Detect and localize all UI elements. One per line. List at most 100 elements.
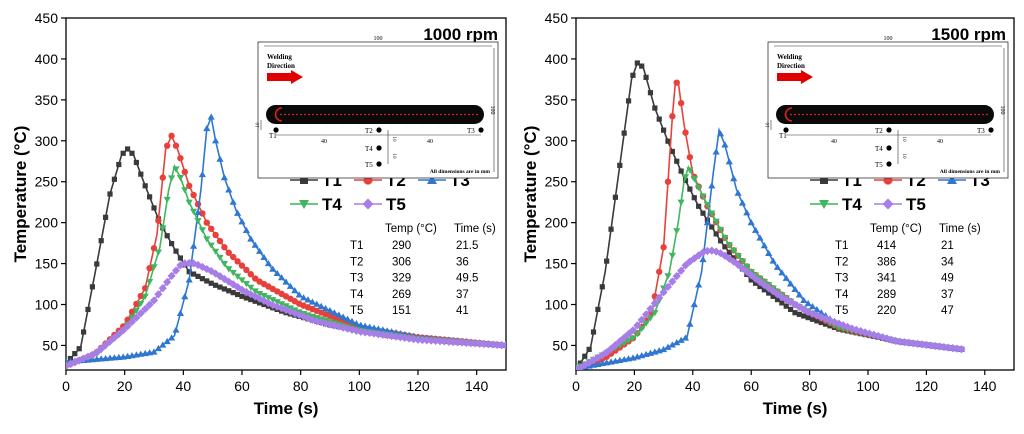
data-point-t1 [72, 351, 78, 357]
data-point-t5 [896, 337, 905, 346]
data-point-t3 [326, 307, 334, 314]
table-header-time: Time (s) [939, 223, 981, 235]
data-point-t1 [103, 214, 109, 220]
data-point-t5 [865, 329, 874, 338]
data-point-t3 [229, 198, 237, 205]
data-point-t4 [681, 174, 690, 181]
data-point-t2 [673, 79, 680, 86]
data-point-t1 [164, 233, 170, 239]
data-point-t4 [664, 273, 672, 280]
y-tick-label: 200 [35, 215, 59, 231]
data-point-t5 [646, 304, 655, 313]
data-point-t4 [712, 218, 720, 225]
data-point-t5 [127, 317, 137, 327]
data-point-t1 [235, 291, 241, 298]
data-point-t5 [378, 330, 387, 339]
data-point-t1 [120, 150, 126, 156]
dimension-length: 100 [884, 36, 893, 42]
data-point-t4 [651, 310, 659, 317]
table-row-time: 49 [941, 273, 954, 285]
data-point-t1 [582, 353, 588, 359]
data-point-t1 [177, 255, 183, 261]
plot-frame [65, 17, 507, 371]
data-point-t4 [730, 247, 738, 254]
y-tick-label: 150 [35, 256, 59, 272]
data-point-t4 [225, 266, 233, 273]
direction-label-2: Direction [267, 62, 295, 70]
data-point-t5 [917, 340, 927, 349]
data-point-t5 [237, 285, 247, 294]
data-point-t5 [132, 313, 141, 322]
data-point-t1 [656, 116, 662, 122]
data-point-t3 [260, 253, 268, 261]
data-point-t1 [608, 226, 614, 232]
data-point-t3 [291, 286, 299, 294]
data-point-t5 [501, 341, 506, 350]
data-point-t1 [85, 306, 91, 313]
data-point-t2 [238, 262, 246, 269]
data-point-t1 [696, 203, 702, 209]
data-point-t5 [453, 338, 462, 347]
data-point-t3 [335, 311, 343, 318]
data-point-t3 [708, 182, 716, 189]
data-point-t1 [243, 295, 249, 301]
data-point-t3 [300, 294, 308, 301]
data-point-t2 [164, 142, 171, 149]
dimension-note: All dimensions are in mm [430, 169, 491, 175]
series-group [66, 113, 506, 370]
data-point-t4 [137, 300, 145, 307]
legend-label-t5: T5 [906, 195, 926, 214]
data-point-t5 [790, 300, 800, 309]
x-tick-label: 60 [743, 378, 759, 394]
legend-marker-t4 [299, 200, 309, 209]
data-point-t5 [637, 315, 646, 324]
data-point-t1 [169, 241, 175, 247]
data-point-t1 [625, 98, 632, 104]
table-row-label: T4 [350, 289, 364, 301]
data-point-t5 [843, 322, 852, 331]
data-point-t3 [730, 175, 738, 182]
data-point-t4 [624, 337, 633, 345]
data-point-t3 [163, 337, 171, 345]
data-point-t5 [110, 333, 119, 342]
thermocouple-label-t4: T4 [365, 145, 373, 153]
data-point-t3 [304, 296, 312, 303]
data-point-t1 [213, 282, 219, 288]
data-point-t5 [690, 254, 699, 263]
data-point-t1 [691, 195, 697, 201]
data-point-t5 [431, 336, 440, 345]
data-point-t5 [176, 261, 185, 270]
data-point-t1 [661, 127, 667, 133]
data-point-t4 [677, 199, 685, 206]
data-point-t5 [145, 300, 154, 309]
data-point-t5 [449, 337, 458, 347]
data-point-t5 [317, 318, 326, 327]
data-point-t5 [939, 342, 949, 352]
data-point-t3 [686, 320, 694, 327]
data-point-t5 [427, 336, 436, 345]
data-point-t4 [168, 175, 176, 182]
plot-frame [575, 17, 1015, 371]
table-row-temp: 386 [877, 256, 896, 268]
dimension-note: All dimensions are in mm [940, 169, 1001, 175]
data-point-t5 [149, 296, 159, 305]
data-point-t2 [168, 132, 175, 140]
table-row-time: 34 [941, 256, 954, 268]
data-point-t5 [606, 344, 616, 353]
data-point-t2 [208, 225, 215, 232]
data-point-t1 [173, 248, 179, 254]
data-point-t2 [155, 217, 162, 224]
data-point-t1 [726, 249, 732, 255]
data-point-t2 [664, 178, 672, 185]
data-point-t3 [212, 137, 220, 144]
data-point-t5 [655, 293, 664, 302]
data-point-t5 [123, 322, 132, 331]
data-point-t1 [133, 159, 139, 166]
legend-marker-t3 [947, 175, 957, 184]
x-tick-label: 60 [234, 378, 250, 394]
data-point-t5 [189, 259, 198, 268]
data-point-t5 [493, 340, 502, 349]
data-point-t3 [317, 302, 325, 309]
data-point-t3 [159, 341, 167, 348]
y-tick-label: 350 [545, 92, 569, 108]
